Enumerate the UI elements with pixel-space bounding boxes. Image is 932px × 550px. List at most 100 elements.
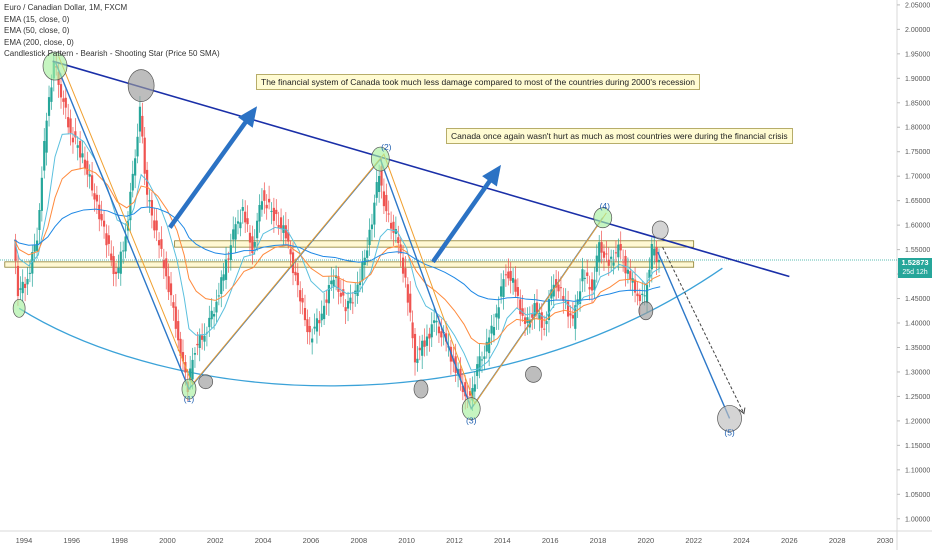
candle-body: [387, 213, 390, 215]
candle-body: [531, 314, 534, 318]
price-tick-label: 1.40000: [905, 321, 930, 328]
candle-body: [299, 290, 302, 302]
candle-body: [43, 141, 46, 171]
price-tick-label: 1.35000: [905, 345, 930, 352]
wave-2-marker: [370, 146, 390, 172]
candle-body: [275, 209, 278, 215]
candle-body: [256, 220, 259, 239]
time-tick-label: 2020: [637, 536, 654, 545]
time-tick-label: 2014: [494, 536, 511, 545]
candle-body: [40, 177, 43, 211]
candle-body: [313, 326, 316, 329]
candle-body: [112, 256, 115, 275]
candle-body: [246, 218, 249, 225]
candle-body: [248, 232, 252, 243]
current-dip-marker: [638, 301, 654, 321]
candle-body: [622, 261, 625, 263]
candle-body: [464, 382, 467, 397]
candle-body: [346, 300, 350, 309]
candle-body: [605, 253, 608, 255]
recovery-arrow-2: [431, 168, 500, 264]
wave-label: (3): [466, 416, 477, 426]
candle-body: [67, 117, 70, 128]
wave-line: [54, 60, 604, 411]
dip-marker-2010: [413, 379, 429, 399]
candle-body: [191, 359, 194, 380]
price-tick-label: 2.05000: [905, 2, 930, 9]
candle-body: [567, 301, 570, 317]
candle-body: [212, 314, 216, 317]
price-tick-label: 1.85000: [905, 100, 930, 107]
candle-body: [619, 244, 622, 251]
candle-body: [607, 259, 610, 266]
candle-body: [83, 159, 87, 169]
candle-body: [148, 200, 151, 202]
candle-body: [172, 302, 175, 308]
candle-body: [351, 302, 354, 304]
candle-body: [129, 191, 132, 221]
projected-arrow-line: [662, 246, 745, 414]
candle-body: [201, 335, 204, 340]
candle-body: [483, 356, 486, 359]
pattern-legend[interactable]: Candlestick Pattern - Bearish - Shooting…: [4, 49, 220, 58]
candle-body: [598, 242, 601, 263]
price-tick-label: 1.05000: [905, 492, 930, 499]
candle-body: [497, 307, 500, 319]
candle-body: [413, 333, 417, 363]
candle-body: [418, 347, 421, 351]
price-tick-label: 1.10000: [905, 467, 930, 474]
candle-body: [217, 295, 220, 297]
candle-body: [590, 279, 594, 291]
candle-body: [406, 284, 409, 303]
candle-body: [490, 325, 493, 334]
symbol-title[interactable]: Euro / Canadian Dollar, 1M, FXCM: [4, 3, 128, 12]
candle-body: [564, 301, 567, 303]
candle-body: [189, 368, 192, 381]
candle-body: [311, 338, 314, 343]
candle-body: [411, 322, 414, 339]
candle-body: [516, 287, 519, 296]
candle-body: [234, 224, 237, 240]
candle-body: [110, 253, 113, 261]
candle-body: [14, 239, 17, 261]
candle-body: [368, 229, 371, 246]
candles-group: [14, 53, 661, 412]
ema50-legend[interactable]: EMA (50, close, 0): [4, 26, 70, 35]
candle-body: [435, 320, 438, 323]
candle-body: [114, 271, 118, 274]
price-tick-label: 1.45000: [905, 296, 930, 303]
start-marker: [12, 298, 26, 318]
candle-body: [193, 353, 197, 355]
candle-body: [526, 317, 529, 323]
candle-body: [332, 279, 335, 288]
candle-body: [131, 173, 134, 191]
candle-body: [196, 343, 199, 346]
candle-body: [533, 303, 536, 317]
ema200-legend[interactable]: EMA (200, close, 0): [4, 37, 74, 47]
wave-label: (4): [600, 201, 611, 211]
candle-body: [24, 283, 27, 288]
candle-body: [624, 255, 627, 274]
candle-body: [633, 279, 637, 293]
last-price-tag: 1.52873: [898, 258, 932, 268]
wave-3-marker: [461, 397, 481, 420]
candle-body: [545, 321, 548, 325]
recession-note[interactable]: The financial system of Canada took much…: [256, 74, 700, 90]
candle-body: [227, 258, 230, 260]
candle-body: [478, 356, 481, 371]
candle-body: [325, 299, 328, 303]
ema15-legend[interactable]: EMA (15, close, 0): [4, 14, 70, 24]
price-tick-label: 1.80000: [905, 125, 930, 132]
candle-body: [626, 269, 629, 274]
candle-body: [461, 385, 464, 393]
candle-body: [220, 277, 223, 294]
candle-body: [167, 276, 170, 293]
financial-crisis-note[interactable]: Canada once again wasn't hurt as much as…: [446, 128, 793, 144]
candle-body: [629, 271, 632, 280]
candle-body: [294, 271, 297, 276]
candle-body: [404, 268, 407, 278]
candle-body: [430, 324, 433, 338]
candle-body: [38, 210, 41, 230]
price-tick-label: 2.00000: [905, 27, 930, 34]
